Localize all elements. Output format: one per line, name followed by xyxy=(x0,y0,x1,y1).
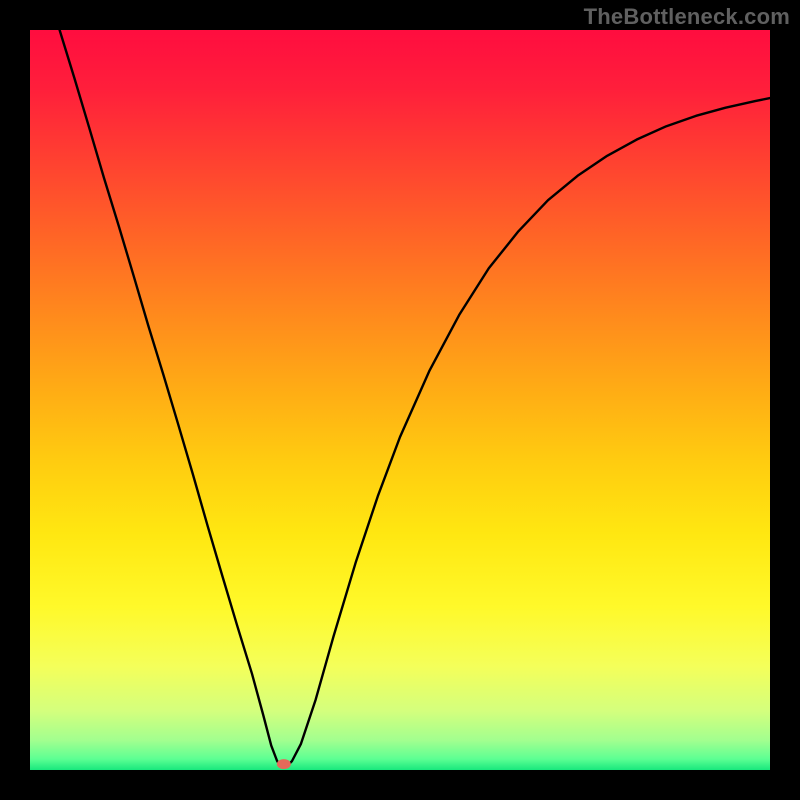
optimum-marker xyxy=(277,759,291,769)
bottleneck-chart xyxy=(0,0,800,800)
chart-container: TheBottleneck.com xyxy=(0,0,800,800)
plot-background xyxy=(30,30,770,770)
watermark-label: TheBottleneck.com xyxy=(584,4,790,30)
